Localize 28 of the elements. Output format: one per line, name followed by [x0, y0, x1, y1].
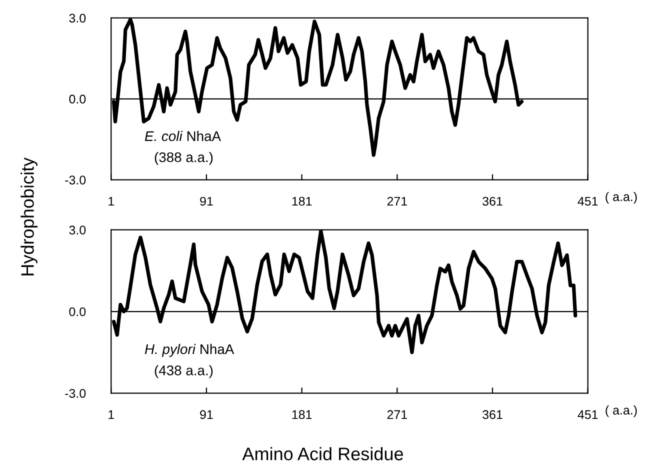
y-tick-label: 3.0 — [69, 14, 86, 23]
x-tick-label: 361 — [482, 410, 502, 420]
y-tick-label: 0.0 — [69, 307, 86, 316]
x-tick-label: 451 — [578, 410, 598, 420]
x-tick-label: 181 — [292, 196, 312, 206]
annotation: (388 a.a.) — [154, 152, 213, 165]
x-tick-label: 361 — [482, 196, 502, 206]
y-axis-title: Hydrophobicity — [20, 157, 38, 276]
x-tick-label: 451 — [578, 196, 598, 206]
x-tick-label: 1 — [108, 196, 114, 206]
x-axis-title: ( a.a.) — [606, 405, 637, 418]
x-tick-label: 271 — [387, 196, 407, 206]
x-tick-label: 271 — [387, 410, 407, 419]
y-tick-label: -3.0 — [65, 176, 86, 184]
annotation: H. pylori — [144, 344, 196, 357]
annotation: NhaA — [187, 130, 222, 142]
y-tick-label: -3.0 — [65, 388, 86, 398]
x-tick-label: 181 — [292, 410, 312, 420]
annotation: NhaA — [200, 344, 234, 354]
y-tick-label: 0.0 — [69, 94, 86, 104]
y-tick-label: 3.0 — [69, 226, 86, 235]
annotation: E. coli — [144, 130, 183, 142]
x-tick-label: 1 — [108, 410, 114, 419]
text: Amino Acid Residue — [242, 447, 403, 460]
x-tick-label: 91 — [200, 196, 213, 206]
annotation: (438 a.a.) — [154, 365, 213, 378]
x-axis-title: ( a.a.) — [606, 192, 637, 204]
x-tick-label: 91 — [200, 410, 213, 420]
